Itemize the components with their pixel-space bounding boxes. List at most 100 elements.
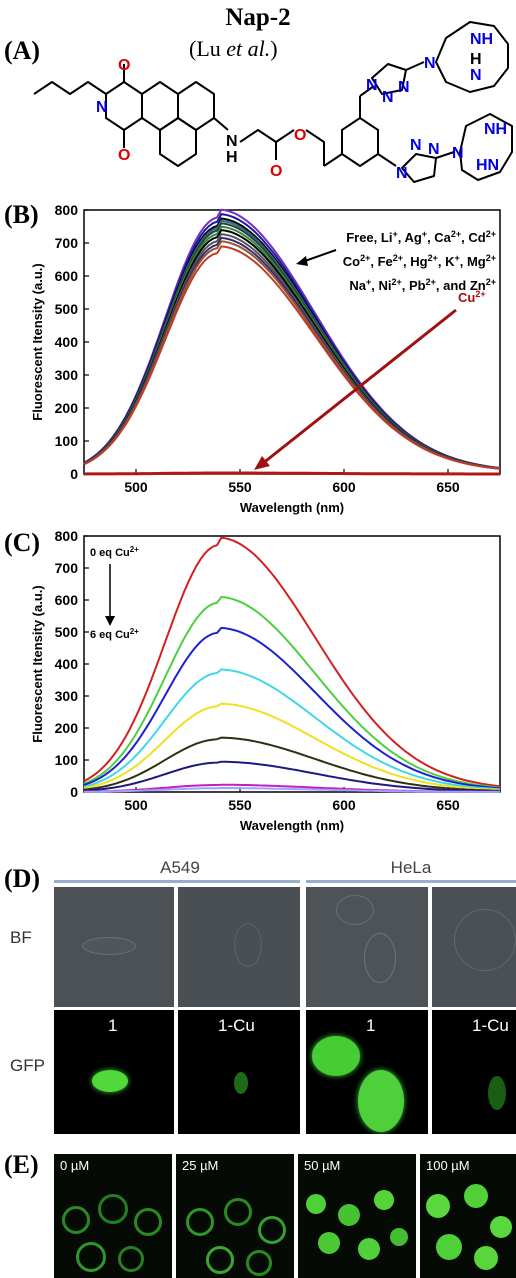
y-tick-label: 500 — [55, 301, 79, 317]
y-tick-label: 200 — [55, 400, 79, 416]
row-label-bf: BF — [10, 928, 32, 947]
series-line-11 — [83, 471, 500, 476]
row-label-gfp: GFP — [10, 1056, 45, 1075]
gfp-label: 1 — [366, 1016, 376, 1035]
atom-nc2b: NH — [484, 121, 507, 138]
annotation-6eq: 6 eq Cu2+ — [90, 627, 139, 642]
plot-frame — [83, 535, 501, 793]
citation-italic: et al. — [226, 36, 271, 61]
e-panel-3: 100 µM — [420, 1154, 516, 1278]
bf-a549-2 — [178, 887, 300, 1007]
y-axis-label: Fluorescent Itensity (a.u.) — [30, 585, 45, 742]
e-label: 25 µM — [182, 1158, 219, 1173]
e-cell — [338, 1204, 360, 1226]
atom-n-imide: N — [96, 99, 108, 116]
e-cell — [118, 1246, 144, 1272]
series-line-0 — [83, 536, 501, 788]
e-cell — [374, 1190, 394, 1210]
panel-a-title: Nap-2 — [225, 4, 291, 31]
x-axis-label: Wavelength (nm) — [240, 818, 344, 833]
nap2-structure: O O N N H O O N N N N N N N NH N H N NH … — [33, 21, 513, 183]
atom-h1: H — [226, 149, 238, 166]
y-tick-label: 200 — [55, 720, 79, 736]
chart-b: 0 100 200 300 400 500 600 700 800 500 550 600 650 Wav… — [30, 202, 501, 515]
e-cell — [474, 1246, 498, 1270]
series-line-7 — [83, 233, 501, 470]
bf-hela-1 — [306, 887, 428, 1007]
panel-a-citation: (Lu et al.) — [189, 36, 278, 62]
y-tick-label: 700 — [55, 235, 79, 251]
arrow-free — [301, 249, 337, 263]
annotation-free-line3: Na+, Ni2+, Pb2+, and Zn2+ — [349, 277, 496, 293]
gfp-label: 1 — [108, 1016, 118, 1035]
series-line-4 — [83, 702, 501, 791]
e-cell — [186, 1208, 214, 1236]
atom-nc1d: H — [470, 51, 482, 68]
e-cell — [490, 1216, 512, 1238]
atom-nt1: N — [366, 77, 378, 94]
y-tick-label: 400 — [55, 334, 79, 350]
atom-nt5: N — [410, 137, 422, 154]
y-tick-label: 300 — [55, 688, 79, 704]
x-tick-label: 600 — [332, 797, 356, 813]
atom-o1: O — [118, 57, 130, 74]
series-line-0 — [83, 208, 501, 469]
y-tick-label: 800 — [55, 202, 79, 218]
y-tick-label: 400 — [55, 656, 79, 672]
panel-e-label: (E) — [4, 1150, 39, 1179]
e-panel-0: 0 µM — [54, 1154, 172, 1278]
series-line-6 — [83, 760, 500, 793]
atom-nt6: N — [428, 141, 440, 158]
e-cell — [258, 1216, 286, 1244]
e-cell — [426, 1194, 450, 1218]
arrow-cu — [261, 308, 457, 466]
y-tick-label: 600 — [55, 268, 79, 284]
atom-nt2: N — [382, 89, 394, 106]
citation-prefix: (Lu — [189, 36, 227, 61]
panel-d-label: (D) — [4, 864, 41, 893]
col-group-hela-bar — [306, 880, 516, 883]
e-cell — [76, 1242, 106, 1272]
atom-nh1: N — [226, 133, 238, 150]
e-cell — [62, 1206, 90, 1234]
atom-nc1c: N — [470, 67, 482, 84]
atom-nt4: N — [396, 165, 408, 182]
atom-nc1b: NH — [470, 31, 493, 48]
e-label: 50 µM — [304, 1158, 341, 1173]
gfp-cell — [312, 1036, 360, 1076]
e-label: 100 µM — [426, 1158, 470, 1173]
bf-cell — [82, 937, 136, 955]
x-tick-label: 550 — [228, 479, 252, 495]
atom-nc2a: N — [452, 145, 464, 162]
x-tick-label: 500 — [124, 479, 148, 495]
gfp-cell — [234, 1072, 248, 1094]
plot-frame — [83, 209, 501, 475]
bf-cell — [364, 933, 396, 983]
annotation-free-line2: Co2+, Fe2+, Hg2+, K+, Mg2+ — [343, 253, 496, 269]
y-tick-label: 100 — [55, 752, 79, 768]
atom-o2: O — [118, 147, 130, 164]
e-cell — [318, 1232, 340, 1254]
y-tick-label: 0 — [70, 784, 78, 800]
panel-a-label: (A) — [4, 36, 41, 65]
chart-c: 0 100 200 300 400 500 600 700 800 500 550 600 650 Wav… — [30, 528, 501, 833]
gfp-a549-1: 1 — [54, 1010, 174, 1134]
e-cell — [134, 1208, 162, 1236]
gfp-cell — [358, 1070, 404, 1132]
x-tick-label: 600 — [332, 479, 356, 495]
series-line-5 — [83, 736, 501, 792]
atom-nc2c: HN — [476, 157, 499, 174]
e-panel-1: 25 µM — [176, 1154, 294, 1278]
arrow-titration-head — [105, 616, 115, 626]
annotation-0eq: 0 eq Cu2+ — [90, 545, 139, 560]
x-axis-label: Wavelength (nm) — [240, 500, 344, 515]
gfp-cell — [92, 1070, 128, 1092]
col-group-a549-bar — [54, 880, 300, 883]
e-label: 0 µM — [60, 1158, 90, 1173]
y-tick-label: 500 — [55, 624, 79, 640]
arrow-free-head — [296, 256, 308, 266]
e-cell — [464, 1184, 488, 1208]
bf-cell — [454, 909, 516, 971]
col-group-a549: A549 — [160, 858, 200, 877]
gfp-a549-2: 1-Cu — [178, 1010, 300, 1134]
